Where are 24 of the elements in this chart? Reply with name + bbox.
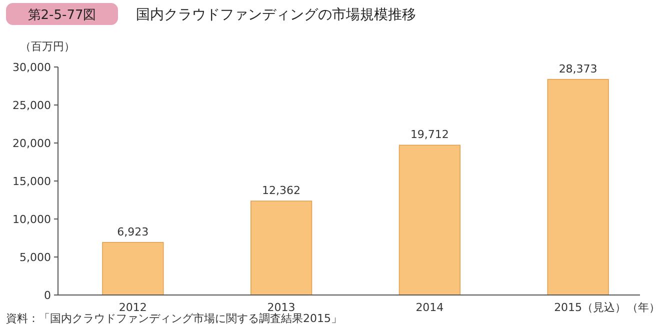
y-tick-label: 0 xyxy=(44,289,51,302)
y-tick-label: 25,000 xyxy=(12,99,51,112)
y-tick-label: 10,000 xyxy=(12,213,51,226)
bar xyxy=(547,78,609,296)
text: 資料：「国内クラウドファンディング市場に関する調査結果2015」 xyxy=(6,312,342,325)
x-tick-label: 2015（見込） xyxy=(554,301,626,314)
x-tick-label: 2013 xyxy=(267,301,296,314)
y-tick-label: 30,000 xyxy=(12,61,51,74)
bar xyxy=(102,242,164,296)
data-label: 12,362 xyxy=(262,184,301,198)
chart-subtitle: 第2-5-77図 xyxy=(28,8,96,23)
data-label: 19,712 xyxy=(410,128,449,142)
bar xyxy=(398,144,461,296)
data-label: 6,923 xyxy=(117,225,149,238)
y-tick-label: 15,000 xyxy=(12,175,51,188)
data-label: 28,373 xyxy=(558,62,598,76)
chart-title: 国内クラウドファンディングの市場規模推移 xyxy=(136,7,416,23)
bar xyxy=(250,200,312,296)
x-tick-label: 2014 xyxy=(416,301,444,314)
x-axis-title: （年） xyxy=(627,301,660,314)
y-tick-label: 20,000 xyxy=(12,137,51,150)
y-axis-title: （百万円） xyxy=(20,40,75,53)
x-tick-label: 2012 xyxy=(118,301,147,314)
y-tick-label: 5,000 xyxy=(20,251,51,264)
